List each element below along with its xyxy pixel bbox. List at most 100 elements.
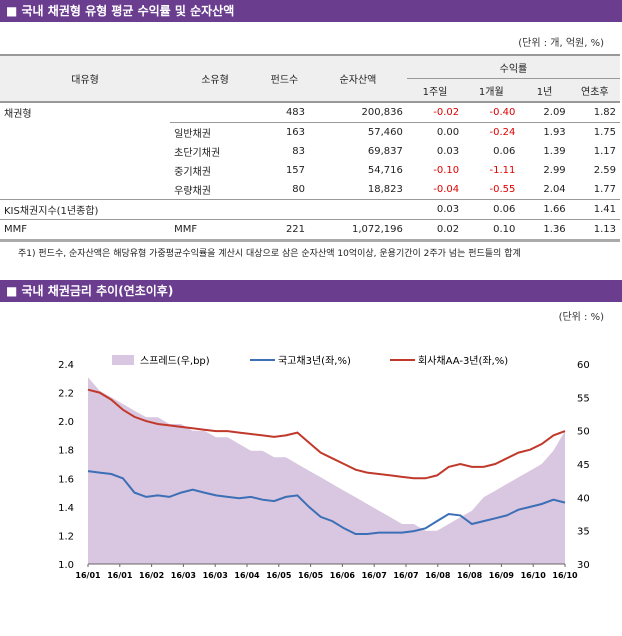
cell-major bbox=[0, 161, 170, 180]
cell-ytd: 1.13 bbox=[569, 219, 620, 241]
x-tick: 16/01 bbox=[75, 571, 101, 580]
cell-major: MMF bbox=[0, 219, 171, 241]
cell-major: 채권형 bbox=[4, 109, 32, 121]
cell-w1: 0.03 bbox=[436, 146, 460, 157]
cell-assets bbox=[309, 199, 407, 220]
x-tick: 16/05 bbox=[266, 571, 292, 580]
table-row: 일반채권 163 57,460 0.00 -0.24 1.93 1.75 bbox=[0, 122, 620, 143]
y-left-tick: 1.4 bbox=[58, 503, 74, 514]
header-returns: 수익률 bbox=[406, 55, 620, 79]
x-tick: 16/07 bbox=[362, 571, 387, 580]
cell-assets: 57,460 bbox=[309, 122, 407, 142]
cell-minor: 초단기채권 bbox=[174, 148, 221, 159]
y-left-tick: 2.0 bbox=[58, 417, 74, 428]
cell-major bbox=[0, 123, 170, 143]
y-left-tick: 2.4 bbox=[58, 360, 74, 371]
cell-w1: 0.02 bbox=[406, 219, 464, 241]
table-row: 초단기채권 83 69,837 0.03 0.06 1.39 1.17 bbox=[0, 142, 620, 161]
header-1y: 1년 bbox=[519, 78, 570, 102]
cell-w1: -0.10 bbox=[433, 165, 460, 176]
cell-minor: 일반채권 bbox=[170, 122, 260, 142]
cell-funds: 483 bbox=[285, 107, 306, 118]
cell-m1: -1.11 bbox=[489, 165, 516, 176]
section-title-returns: ■ 국내 채권형 유형 평균 수익률 및 순자산액 bbox=[0, 0, 622, 22]
header-funds: 펀드수 bbox=[259, 55, 310, 102]
legend-label: 회사채AA-3년(좌,%) bbox=[418, 355, 508, 367]
cell-m1: 0.06 bbox=[493, 146, 516, 157]
rates-chart: 1.0 1.2 1.4 1.6 1.8 2.0 2.2 2.4 30 35 40 45 50 55 60 16… bbox=[0, 325, 622, 636]
cell-m1: -0.55 bbox=[489, 184, 516, 195]
table-row: 중기채권 157 54,716 -0.10 -1.11 2.99 2.59 bbox=[0, 161, 620, 180]
y-right-tick: 40 bbox=[577, 493, 590, 504]
section-title-text: ■ 국내 채권금리 추이(연초이후) bbox=[6, 284, 174, 298]
cell-assets: 200,836 bbox=[361, 107, 403, 118]
x-tick: 16/04 bbox=[234, 571, 260, 580]
cell-y1: 1.66 bbox=[519, 199, 570, 220]
cell-funds: 80 bbox=[292, 184, 306, 195]
x-tick: 16/08 bbox=[425, 571, 451, 580]
y-right-tick: 60 bbox=[577, 360, 590, 371]
y-left-tick: 1.8 bbox=[58, 446, 74, 457]
series-line-1 bbox=[87, 470, 566, 535]
header-1m: 1개월 bbox=[463, 78, 520, 102]
cell-minor bbox=[170, 102, 260, 123]
y-right-tick: 45 bbox=[577, 460, 590, 471]
y-right-tick: 30 bbox=[577, 560, 590, 571]
x-tick: 16/02 bbox=[139, 571, 164, 580]
legend-label: 국고채3년(좌,%) bbox=[278, 355, 351, 367]
x-tick: 16/06 bbox=[330, 571, 356, 580]
spread-area bbox=[88, 377, 565, 564]
cell-y1: 2.04 bbox=[543, 184, 566, 195]
cell-y1: 2.99 bbox=[543, 165, 566, 176]
cell-funds: 221 bbox=[259, 219, 310, 241]
series-line-2 bbox=[87, 388, 566, 480]
section-title-rates: ■ 국내 채권금리 추이(연초이후) bbox=[0, 280, 622, 302]
cell-major bbox=[0, 142, 170, 161]
cell-minor: MMF bbox=[170, 219, 260, 241]
x-tick: 16/03 bbox=[171, 571, 196, 580]
x-tick: 16/07 bbox=[393, 571, 418, 580]
cell-m1: -0.40 bbox=[489, 107, 516, 118]
cell-ytd: 1.17 bbox=[593, 146, 616, 157]
x-tick: 16/05 bbox=[298, 571, 324, 580]
cell-w1: -0.04 bbox=[433, 184, 460, 195]
section-title-text: ■ 국내 채권형 유형 평균 수익률 및 순자산액 bbox=[6, 4, 235, 18]
cell-minor: 중기채권 bbox=[174, 167, 211, 178]
y-left-tick: 2.2 bbox=[58, 389, 74, 400]
cell-major: KIS채권지수(1년종합) bbox=[0, 199, 171, 220]
cell-w1: -0.02 bbox=[433, 107, 460, 118]
cell-y1: 1.36 bbox=[519, 219, 570, 241]
y-left-tick: 1.6 bbox=[58, 474, 74, 485]
x-tick: 16/10 bbox=[552, 571, 578, 580]
header-ytd: 연초후 bbox=[569, 78, 620, 102]
cell-y1: 1.93 bbox=[519, 122, 570, 142]
y-right-tick: 55 bbox=[577, 393, 590, 404]
cell-assets: 1,072,196 bbox=[309, 219, 407, 241]
cell-minor bbox=[170, 199, 260, 220]
cell-assets: 54,716 bbox=[367, 165, 403, 176]
table-row: 채권형 483 200,836 -0.02 -0.40 2.09 1.82 bbox=[0, 102, 620, 123]
cell-funds: 157 bbox=[285, 165, 306, 176]
cell-ytd: 1.75 bbox=[569, 122, 620, 142]
returns-table: 대유형 소유형 펀드수 순자산액 수익률 1주일 1개월 1년 연초후 채권형 483 200,8… bbox=[0, 54, 620, 242]
cell-assets: 18,823 bbox=[367, 184, 403, 195]
unit-label-chart: (단위 : %) bbox=[558, 312, 604, 323]
cell-m1: 0.06 bbox=[463, 199, 520, 220]
cell-ytd: 2.59 bbox=[593, 165, 616, 176]
cell-ytd: 1.77 bbox=[593, 184, 616, 195]
x-tick: 16/01 bbox=[107, 571, 133, 580]
cell-assets: 69,837 bbox=[367, 146, 403, 157]
cell-major bbox=[0, 180, 170, 200]
x-tick: 16/10 bbox=[521, 571, 547, 580]
table-row: 우량채권 80 18,823 -0.04 -0.55 2.04 1.77 bbox=[0, 180, 620, 200]
y-right-tick: 35 bbox=[577, 527, 590, 538]
table-row: KIS채권지수(1년종합) 0.03 0.06 1.66 1.41 bbox=[0, 199, 620, 220]
header-major: 대유형 bbox=[0, 55, 171, 102]
footnote: 주1) 펀드수, 순자산액은 해당유형 가중평균수익률을 계산시 대상으로 삼은… bbox=[18, 249, 521, 259]
cell-funds: 163 bbox=[259, 122, 310, 142]
unit-label: (단위 : 개, 억원, %) bbox=[518, 38, 604, 49]
y-left-tick: 1.0 bbox=[58, 560, 74, 571]
y-left-tick: 1.2 bbox=[58, 531, 74, 542]
cell-ytd: 1.82 bbox=[593, 107, 616, 118]
cell-funds: 83 bbox=[292, 146, 306, 157]
